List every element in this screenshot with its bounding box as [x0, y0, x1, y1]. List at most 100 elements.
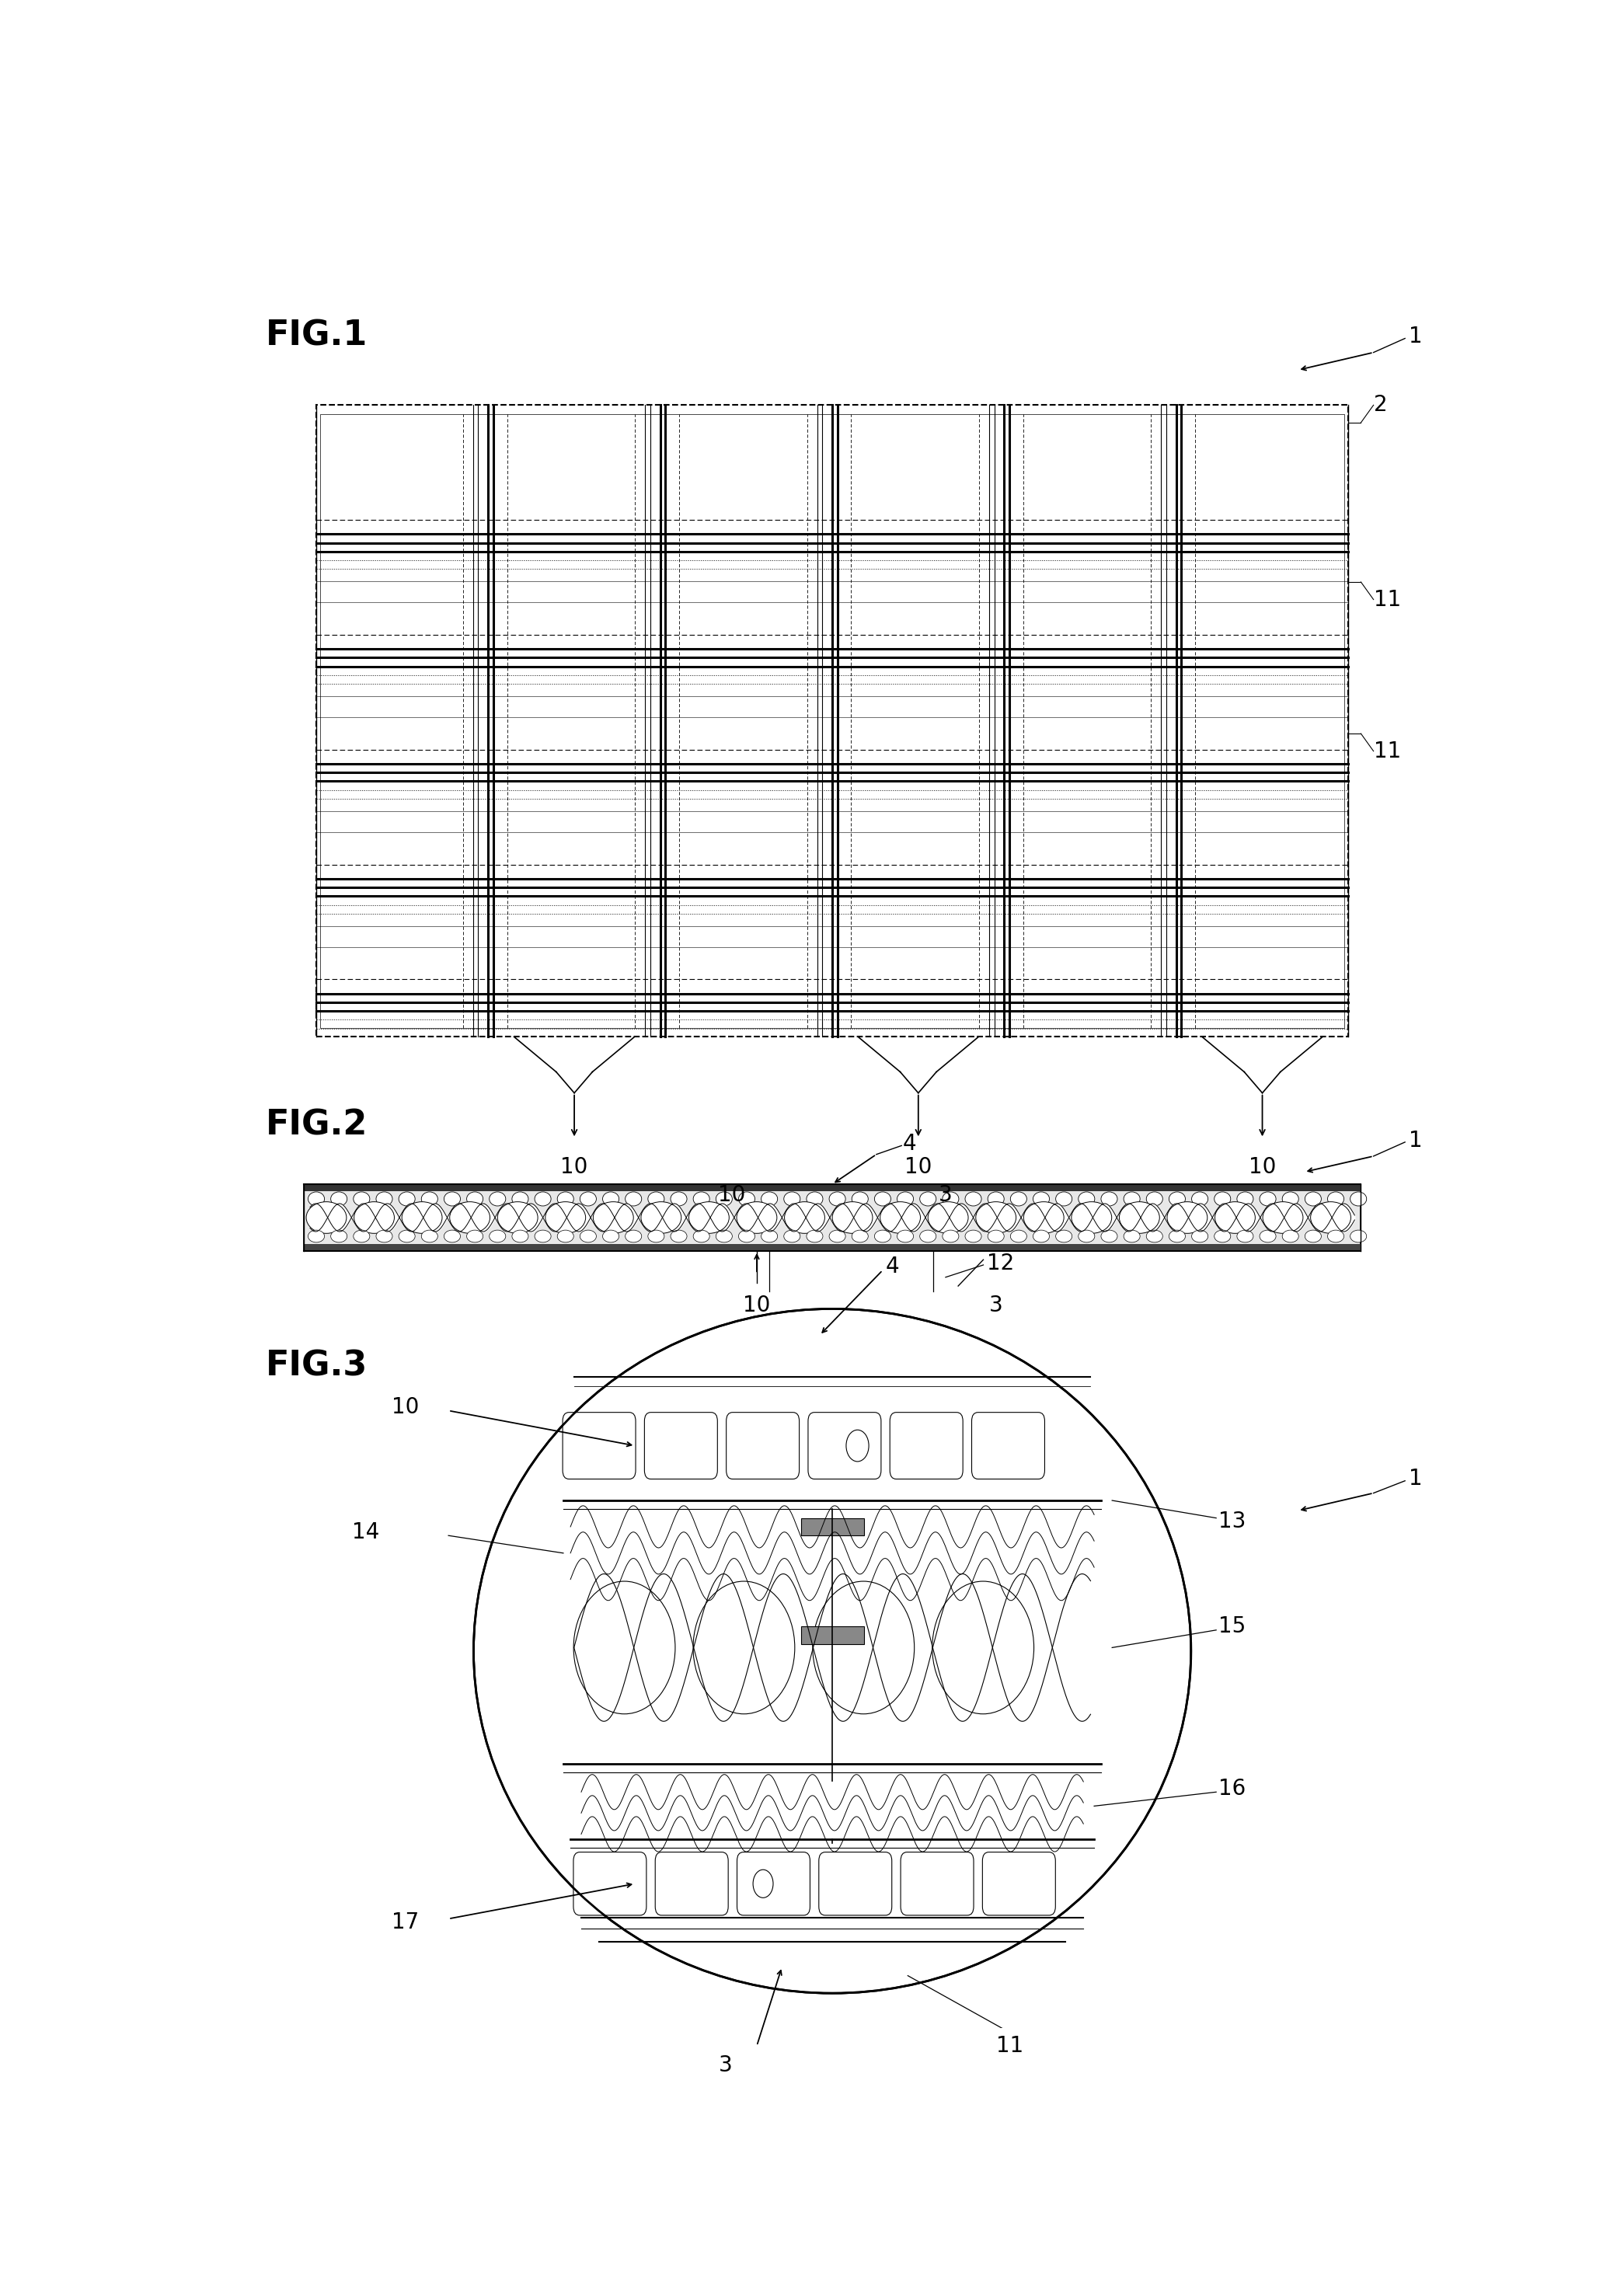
Ellipse shape	[1119, 1201, 1160, 1233]
Text: 1: 1	[1408, 1130, 1423, 1151]
Ellipse shape	[739, 1192, 755, 1206]
Ellipse shape	[648, 1192, 664, 1206]
Ellipse shape	[354, 1192, 370, 1206]
Ellipse shape	[1260, 1192, 1276, 1206]
Text: 15: 15	[1218, 1616, 1246, 1636]
Text: 4: 4	[903, 1133, 916, 1155]
Ellipse shape	[377, 1231, 393, 1242]
Ellipse shape	[593, 1201, 633, 1233]
Bar	[317, 406, 1348, 1037]
Ellipse shape	[648, 1231, 664, 1242]
Ellipse shape	[474, 1308, 1190, 1994]
Ellipse shape	[450, 1201, 490, 1233]
Ellipse shape	[739, 1231, 755, 1242]
Ellipse shape	[784, 1231, 801, 1242]
Ellipse shape	[1033, 1231, 1049, 1242]
Ellipse shape	[309, 1231, 325, 1242]
Ellipse shape	[1192, 1192, 1208, 1206]
Ellipse shape	[784, 1192, 801, 1206]
Text: 10: 10	[391, 1397, 419, 1418]
Text: 3: 3	[939, 1183, 952, 1206]
Ellipse shape	[603, 1231, 619, 1242]
Ellipse shape	[354, 1201, 395, 1233]
Ellipse shape	[497, 1201, 538, 1233]
Ellipse shape	[489, 1231, 505, 1242]
Ellipse shape	[1263, 1201, 1302, 1233]
Bar	[304, 1244, 1361, 1251]
Ellipse shape	[1192, 1231, 1208, 1242]
Ellipse shape	[309, 1192, 325, 1206]
Text: 12: 12	[987, 1253, 1015, 1274]
Ellipse shape	[762, 1192, 778, 1206]
Ellipse shape	[1283, 1192, 1299, 1206]
Ellipse shape	[812, 1582, 914, 1714]
FancyBboxPatch shape	[737, 1853, 810, 1914]
Bar	[304, 1185, 1361, 1192]
Ellipse shape	[830, 1192, 846, 1206]
Ellipse shape	[1124, 1192, 1140, 1206]
Ellipse shape	[443, 1192, 460, 1206]
Ellipse shape	[557, 1192, 573, 1206]
Ellipse shape	[1260, 1231, 1276, 1242]
Ellipse shape	[830, 1231, 846, 1242]
FancyBboxPatch shape	[809, 1413, 882, 1479]
FancyBboxPatch shape	[818, 1853, 892, 1914]
Text: 17: 17	[391, 1912, 419, 1933]
Text: 11: 11	[1374, 741, 1402, 761]
Ellipse shape	[421, 1231, 438, 1242]
Ellipse shape	[693, 1192, 710, 1206]
Ellipse shape	[1350, 1231, 1366, 1242]
Ellipse shape	[1072, 1201, 1112, 1233]
Ellipse shape	[693, 1582, 794, 1714]
FancyBboxPatch shape	[573, 1853, 646, 1914]
Ellipse shape	[942, 1231, 958, 1242]
Circle shape	[754, 1869, 773, 1898]
Ellipse shape	[987, 1192, 1004, 1206]
FancyBboxPatch shape	[654, 1853, 728, 1914]
Ellipse shape	[896, 1231, 913, 1242]
Ellipse shape	[512, 1192, 528, 1206]
Ellipse shape	[625, 1231, 641, 1242]
Ellipse shape	[927, 1201, 968, 1233]
Ellipse shape	[331, 1192, 348, 1206]
Ellipse shape	[671, 1192, 687, 1206]
Ellipse shape	[1101, 1192, 1117, 1206]
Text: 11: 11	[1374, 588, 1402, 611]
FancyBboxPatch shape	[726, 1413, 799, 1479]
Text: 11: 11	[996, 2035, 1023, 2056]
Ellipse shape	[443, 1231, 460, 1242]
Ellipse shape	[762, 1231, 778, 1242]
Ellipse shape	[1215, 1201, 1255, 1233]
Ellipse shape	[671, 1231, 687, 1242]
Ellipse shape	[1311, 1201, 1351, 1233]
Text: 16: 16	[1218, 1778, 1246, 1800]
Ellipse shape	[534, 1231, 551, 1242]
Ellipse shape	[1169, 1192, 1186, 1206]
Ellipse shape	[580, 1192, 596, 1206]
Ellipse shape	[1237, 1192, 1254, 1206]
Ellipse shape	[400, 1192, 416, 1206]
Ellipse shape	[354, 1231, 370, 1242]
Ellipse shape	[546, 1201, 586, 1233]
Text: 3: 3	[718, 2056, 732, 2076]
Ellipse shape	[331, 1231, 348, 1242]
Ellipse shape	[932, 1582, 1034, 1714]
FancyBboxPatch shape	[645, 1413, 718, 1479]
Ellipse shape	[1078, 1192, 1095, 1206]
Ellipse shape	[1101, 1231, 1117, 1242]
Ellipse shape	[466, 1231, 482, 1242]
Text: 10: 10	[1249, 1155, 1276, 1178]
Bar	[320, 415, 1345, 1028]
Ellipse shape	[874, 1192, 892, 1206]
Ellipse shape	[1350, 1192, 1366, 1206]
FancyBboxPatch shape	[971, 1413, 1044, 1479]
Ellipse shape	[1237, 1231, 1254, 1242]
Ellipse shape	[716, 1231, 732, 1242]
Ellipse shape	[807, 1192, 823, 1206]
Ellipse shape	[689, 1201, 729, 1233]
Ellipse shape	[853, 1192, 869, 1206]
Ellipse shape	[573, 1582, 676, 1714]
Text: 13: 13	[1218, 1511, 1246, 1531]
Ellipse shape	[1056, 1231, 1072, 1242]
Ellipse shape	[1124, 1231, 1140, 1242]
